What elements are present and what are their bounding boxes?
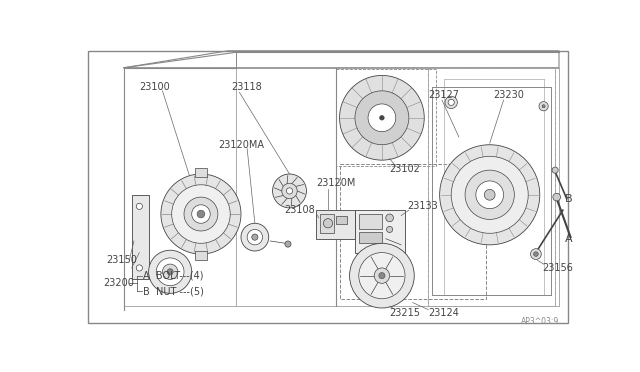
Circle shape [476,181,504,209]
Text: A: A [565,234,573,244]
Circle shape [273,174,307,208]
Text: 23127: 23127 [428,90,459,100]
Circle shape [534,252,538,256]
Circle shape [197,210,205,218]
Text: 23133: 23133 [407,201,438,211]
Circle shape [380,115,384,120]
Circle shape [323,219,333,228]
Text: A  BOLT---(4): A BOLT---(4) [143,271,204,280]
Circle shape [136,265,143,271]
Circle shape [252,234,258,240]
Circle shape [465,170,515,219]
Text: AP3^03:9: AP3^03:9 [520,317,559,326]
Circle shape [484,189,495,200]
Text: 23108: 23108 [284,205,315,215]
Circle shape [448,99,454,106]
Bar [359,232,382,243]
Text: 23120M: 23120M [316,178,356,188]
Text: 23102: 23102 [390,164,420,174]
Text: B: B [565,194,573,203]
Bar [340,164,486,299]
Bar [428,68,555,307]
Circle shape [368,104,396,132]
Circle shape [136,203,143,209]
Bar [359,214,382,230]
Bar [320,214,334,233]
Circle shape [192,205,210,223]
Circle shape [531,249,541,260]
Circle shape [148,250,192,294]
Text: 23200: 23200 [103,278,134,288]
Circle shape [542,105,545,108]
Circle shape [440,145,540,245]
Circle shape [445,96,458,109]
Text: 23100: 23100 [140,82,170,92]
Circle shape [552,167,558,173]
Text: B  NUT ---(5): B NUT ---(5) [143,286,204,296]
Circle shape [282,183,297,199]
Circle shape [167,269,173,275]
Circle shape [287,188,292,194]
Circle shape [340,76,424,160]
Text: 23150: 23150 [106,255,137,265]
Text: 23156: 23156 [542,263,573,273]
Bar [195,251,207,260]
Circle shape [379,273,385,279]
Text: 23124: 23124 [428,308,459,318]
Circle shape [451,156,528,233]
Bar [336,69,436,166]
Circle shape [349,243,414,308]
Circle shape [247,230,262,245]
Bar [195,168,207,177]
Circle shape [161,174,241,254]
Circle shape [285,241,291,247]
Circle shape [163,264,178,279]
Circle shape [374,268,390,283]
Circle shape [241,223,269,251]
Circle shape [387,226,393,232]
Text: 23118: 23118 [232,82,262,92]
Bar [336,217,348,224]
Circle shape [156,258,184,286]
Text: 23120MA: 23120MA [219,140,265,150]
Circle shape [553,193,561,201]
Circle shape [184,197,218,231]
Bar [355,210,405,253]
Bar [132,195,148,279]
Circle shape [386,214,394,222]
Circle shape [359,253,405,299]
Circle shape [172,185,230,243]
Text: 23215: 23215 [390,308,420,318]
Bar [316,210,355,240]
Circle shape [355,91,409,145]
Circle shape [539,102,548,111]
Text: 23230: 23230 [493,90,524,100]
